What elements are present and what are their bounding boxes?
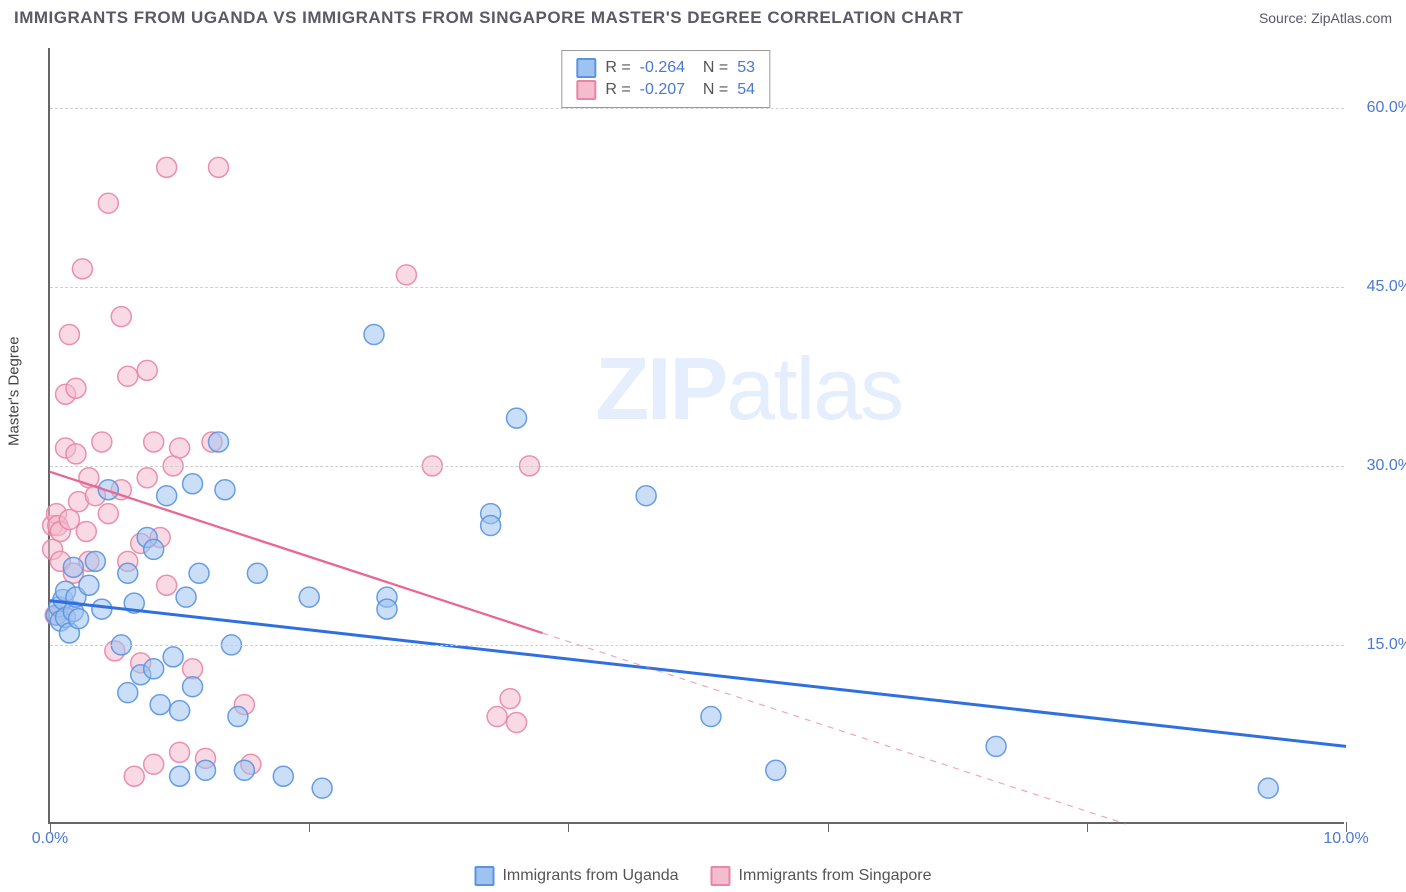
source-attribution: Source: ZipAtlas.com [1259, 10, 1392, 26]
y-axis-label: Master's Degree [6, 336, 23, 446]
series-legend: Immigrants from Uganda Immigrants from S… [474, 866, 931, 886]
y-tick-label: 15.0% [1367, 636, 1406, 654]
swatch-singapore-icon [711, 866, 731, 886]
chart-svg [50, 48, 1344, 822]
x-tick-label: 0.0% [32, 830, 68, 848]
legend-row-singapore: R = -0.207 N = 54 [576, 80, 755, 100]
legend-label-uganda: Immigrants from Uganda [502, 867, 678, 885]
x-tick-label: 10.0% [1323, 830, 1368, 848]
legend-label-singapore: Immigrants from Singapore [739, 867, 932, 885]
legend-item-singapore: Immigrants from Singapore [711, 866, 932, 886]
swatch-uganda-icon [474, 866, 494, 886]
y-tick-label: 45.0% [1367, 278, 1406, 296]
y-tick-label: 60.0% [1367, 99, 1406, 117]
legend-row-uganda: R = -0.264 N = 53 [576, 58, 755, 78]
chart-title: IMMIGRANTS FROM UGANDA VS IMMIGRANTS FRO… [14, 8, 963, 28]
y-tick-label: 30.0% [1367, 457, 1406, 475]
swatch-singapore [576, 80, 596, 100]
swatch-uganda [576, 58, 596, 78]
plot-area: ZIPatlas R = -0.264 N = 53 R = -0.207 N … [48, 48, 1344, 824]
correlation-legend: R = -0.264 N = 53 R = -0.207 N = 54 [561, 50, 770, 108]
legend-item-uganda: Immigrants from Uganda [474, 866, 678, 886]
